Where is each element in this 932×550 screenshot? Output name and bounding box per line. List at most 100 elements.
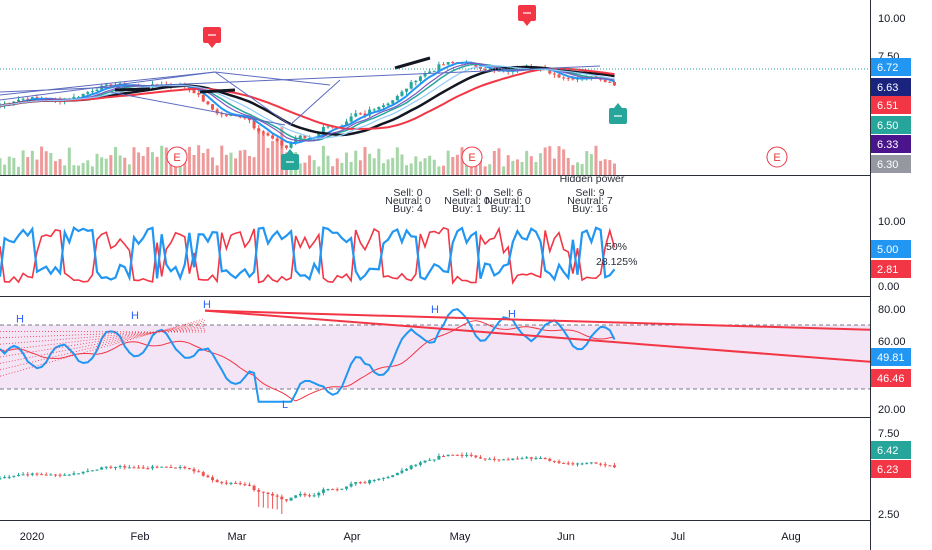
candle-body bbox=[354, 482, 358, 484]
x-tick-label: May bbox=[450, 531, 471, 543]
candle-body bbox=[257, 490, 261, 492]
volume-bar bbox=[234, 158, 238, 175]
candle-body bbox=[220, 113, 224, 115]
volume-bar bbox=[612, 163, 616, 175]
ll-marker[interactable] bbox=[281, 149, 299, 170]
volume-bar bbox=[331, 166, 335, 175]
candle-body bbox=[548, 69, 552, 74]
hh-marker[interactable] bbox=[203, 27, 221, 48]
trend-line bbox=[214, 71, 331, 86]
price-tag-label: 6.42 bbox=[877, 445, 898, 457]
volume-bar bbox=[63, 165, 67, 175]
candle-body bbox=[331, 489, 335, 491]
price-axes[interactable]: 10.007.5010.005.000.0080.0060.0020.007.5… bbox=[871, 0, 932, 550]
y-tick-label: 20.00 bbox=[878, 404, 906, 416]
volume-bar bbox=[109, 155, 113, 175]
candle-body bbox=[123, 466, 127, 468]
summary-neutral: Neutral: 0 bbox=[385, 195, 431, 207]
candle-body bbox=[197, 471, 201, 473]
candle-body bbox=[515, 458, 519, 460]
volume-bar bbox=[127, 164, 131, 175]
candle-body bbox=[275, 495, 279, 497]
candle-body bbox=[418, 462, 422, 465]
candle-body bbox=[275, 138, 279, 141]
hh-marker[interactable] bbox=[518, 5, 536, 26]
y-tick-label: 0.00 bbox=[878, 281, 899, 293]
candle-body bbox=[432, 459, 436, 461]
candle-body bbox=[187, 87, 191, 90]
candle-body bbox=[160, 466, 164, 468]
candle-body bbox=[220, 482, 224, 484]
ll-marker[interactable] bbox=[609, 103, 627, 124]
candle-body bbox=[409, 465, 413, 469]
price-tag-label: 6.63 bbox=[877, 82, 898, 94]
volume-bar bbox=[229, 152, 233, 175]
candle-body bbox=[72, 473, 76, 475]
time-axis[interactable]: 2020 Feb Mar Apr May Jun Jul Aug bbox=[0, 521, 870, 550]
volume-bar bbox=[326, 155, 330, 175]
candle-body bbox=[86, 92, 90, 94]
candle-body bbox=[525, 457, 529, 459]
candle-body bbox=[612, 465, 616, 468]
candle-body bbox=[321, 127, 325, 134]
candle-body bbox=[261, 491, 265, 493]
candle-body bbox=[358, 113, 362, 115]
volume-bar bbox=[187, 146, 191, 175]
x-tick-label: Jul bbox=[671, 531, 685, 543]
volume-bar bbox=[409, 163, 413, 175]
candle-body bbox=[247, 484, 251, 486]
candle-body bbox=[317, 492, 321, 496]
volume-bar bbox=[349, 161, 353, 175]
volume-bar bbox=[580, 164, 584, 175]
earnings-marker[interactable] bbox=[766, 146, 788, 168]
earnings-marker[interactable] bbox=[166, 146, 188, 168]
volume-bar bbox=[566, 157, 570, 175]
volume-bar bbox=[460, 147, 464, 175]
y-tick-label: 7.50 bbox=[878, 428, 899, 440]
candle-body bbox=[580, 463, 584, 465]
candle-body bbox=[67, 474, 71, 476]
candle-body bbox=[381, 477, 385, 479]
candle-body bbox=[562, 462, 566, 464]
candle-body bbox=[224, 482, 228, 484]
candle-body bbox=[372, 480, 376, 482]
candle-body bbox=[169, 466, 173, 468]
lower-price-pane[interactable] bbox=[0, 418, 870, 520]
x-tick-label: Jun bbox=[557, 531, 575, 543]
volume-bar bbox=[455, 154, 459, 175]
moving-average-line bbox=[0, 67, 615, 130]
volume-bar bbox=[220, 145, 224, 175]
earnings-marker-label: E bbox=[773, 152, 780, 164]
candle-body bbox=[21, 474, 25, 476]
candle-body bbox=[612, 81, 616, 86]
candle-body bbox=[405, 88, 409, 92]
volume-bar bbox=[562, 149, 566, 175]
candle-body bbox=[271, 493, 275, 496]
candle-body bbox=[349, 483, 353, 487]
candle-body bbox=[252, 120, 256, 129]
candle-body bbox=[197, 93, 201, 95]
candle-body bbox=[377, 107, 381, 110]
volume-bar bbox=[354, 150, 358, 175]
rsi-signal-line bbox=[0, 320, 615, 402]
candle-body bbox=[26, 474, 30, 476]
candle-body bbox=[211, 477, 215, 481]
volume-bar bbox=[571, 165, 575, 175]
candle-body bbox=[192, 469, 196, 472]
earnings-marker[interactable] bbox=[461, 146, 483, 168]
candle-body bbox=[340, 488, 344, 490]
divergence-line bbox=[0, 330, 206, 333]
candle-body bbox=[432, 70, 436, 72]
price-tag-label: 6.23 bbox=[877, 464, 898, 476]
candle-body bbox=[363, 482, 367, 484]
price-tag-label: 6.33 bbox=[877, 139, 898, 151]
rsi-pane[interactable]: H H H H H L bbox=[0, 297, 870, 417]
volume-bar bbox=[428, 155, 432, 175]
rsi-pivot-label: H bbox=[16, 313, 24, 325]
candle-body bbox=[562, 77, 566, 79]
rsi-pivot-label: H bbox=[508, 309, 516, 321]
candle-body bbox=[12, 101, 16, 104]
